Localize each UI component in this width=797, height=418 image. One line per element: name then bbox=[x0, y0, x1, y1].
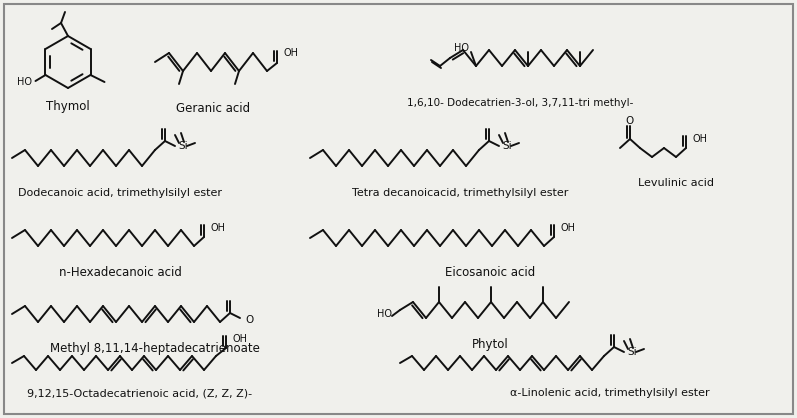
Text: 9,12,15-Octadecatrienoic acid, (Z, Z, Z)-: 9,12,15-Octadecatrienoic acid, (Z, Z, Z)… bbox=[27, 388, 253, 398]
Text: OH: OH bbox=[284, 48, 299, 58]
Text: Geranic acid: Geranic acid bbox=[176, 102, 250, 115]
Text: OH: OH bbox=[561, 223, 576, 233]
Text: Si: Si bbox=[627, 347, 637, 357]
Text: 1,6,10- Dodecatrien-3-ol, 3,7,11-tri methyl-: 1,6,10- Dodecatrien-3-ol, 3,7,11-tri met… bbox=[406, 98, 633, 108]
Text: Si: Si bbox=[502, 141, 512, 151]
Text: α-Linolenic acid, trimethylsilyl ester: α-Linolenic acid, trimethylsilyl ester bbox=[510, 388, 710, 398]
Text: Methyl 8,11,14-heptadecatrienoate: Methyl 8,11,14-heptadecatrienoate bbox=[50, 342, 260, 355]
Text: Tetra decanoicacid, trimethylsilyl ester: Tetra decanoicacid, trimethylsilyl ester bbox=[351, 188, 568, 198]
Text: n-Hexadecanoic acid: n-Hexadecanoic acid bbox=[58, 266, 182, 279]
Text: O: O bbox=[626, 116, 634, 126]
Text: Phytol: Phytol bbox=[472, 338, 508, 351]
Text: Si: Si bbox=[179, 141, 188, 151]
Text: OH: OH bbox=[233, 334, 248, 344]
Text: Eicosanoic acid: Eicosanoic acid bbox=[445, 266, 535, 279]
Text: Levulinic acid: Levulinic acid bbox=[638, 178, 714, 188]
Text: Dodecanoic acid, trimethylsilyl ester: Dodecanoic acid, trimethylsilyl ester bbox=[18, 188, 222, 198]
Text: O: O bbox=[245, 315, 253, 325]
Text: HO: HO bbox=[454, 43, 469, 53]
Text: Thymol: Thymol bbox=[46, 100, 90, 113]
Text: OH: OH bbox=[211, 223, 226, 233]
Text: HO: HO bbox=[17, 77, 32, 87]
Text: HO: HO bbox=[378, 309, 392, 319]
Text: OH: OH bbox=[693, 134, 708, 144]
